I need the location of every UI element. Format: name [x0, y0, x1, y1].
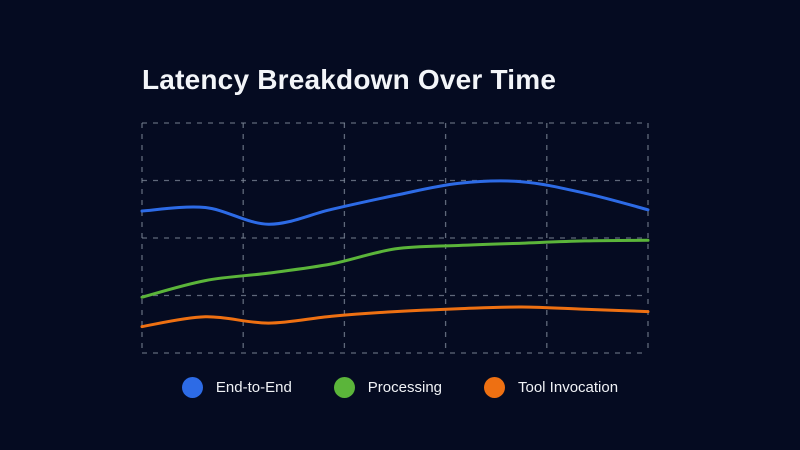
legend-item-processing: Processing — [333, 377, 442, 398]
processing-dot-icon — [333, 377, 355, 398]
chart-legend: End-to-End Processing Tool Invocation — [0, 377, 800, 398]
legend-label-tool-invocation: Tool Invocation — [518, 379, 619, 396]
legend-item-end-to-end: End-to-End — [181, 377, 292, 398]
series-line-tool-invocation — [140, 305, 650, 329]
end-to-end-dot-icon — [181, 377, 203, 398]
tool-invocation-dot-icon — [484, 377, 505, 398]
plot-area — [140, 122, 650, 354]
series-line-end-to-end — [140, 179, 650, 226]
legend-label-processing: Processing — [367, 379, 442, 396]
series-line-processing — [140, 238, 650, 299]
legend-label-end-to-end: End-to-End — [215, 379, 292, 396]
legend-item-tool-invocation: Tool Invocation — [484, 377, 618, 398]
line-chart — [140, 122, 650, 354]
chart-title: Latency Breakdown Over Time — [142, 64, 557, 95]
